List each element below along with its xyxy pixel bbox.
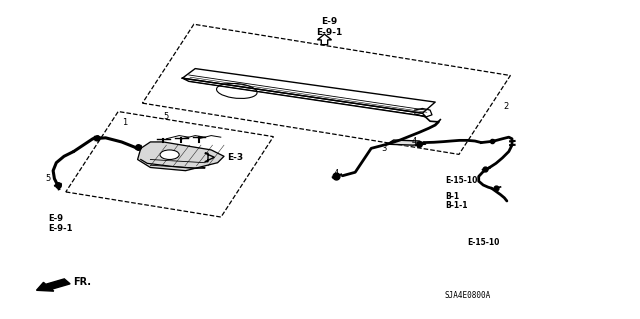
- Text: 5: 5: [45, 174, 51, 183]
- Text: E-15-10: E-15-10: [445, 176, 477, 185]
- Text: B-1-1: B-1-1: [445, 201, 467, 210]
- Text: 2: 2: [503, 102, 508, 111]
- Text: E-9
E-9-1: E-9 E-9-1: [316, 17, 343, 37]
- Text: E-15-10: E-15-10: [467, 238, 500, 247]
- Text: E-9
E-9-1: E-9 E-9-1: [48, 214, 72, 233]
- Text: 4: 4: [333, 169, 339, 178]
- Text: 3: 3: [381, 144, 387, 153]
- Text: B-1: B-1: [445, 192, 459, 201]
- Text: SJA4E0800A: SJA4E0800A: [444, 291, 490, 300]
- Circle shape: [160, 150, 179, 160]
- Text: FR.: FR.: [74, 277, 92, 287]
- Text: 4: 4: [412, 137, 417, 146]
- Polygon shape: [387, 140, 426, 145]
- FancyArrow shape: [36, 279, 70, 291]
- Text: E-3: E-3: [227, 153, 243, 162]
- Text: 5: 5: [164, 112, 169, 121]
- Text: 1: 1: [122, 118, 127, 127]
- Polygon shape: [138, 142, 224, 171]
